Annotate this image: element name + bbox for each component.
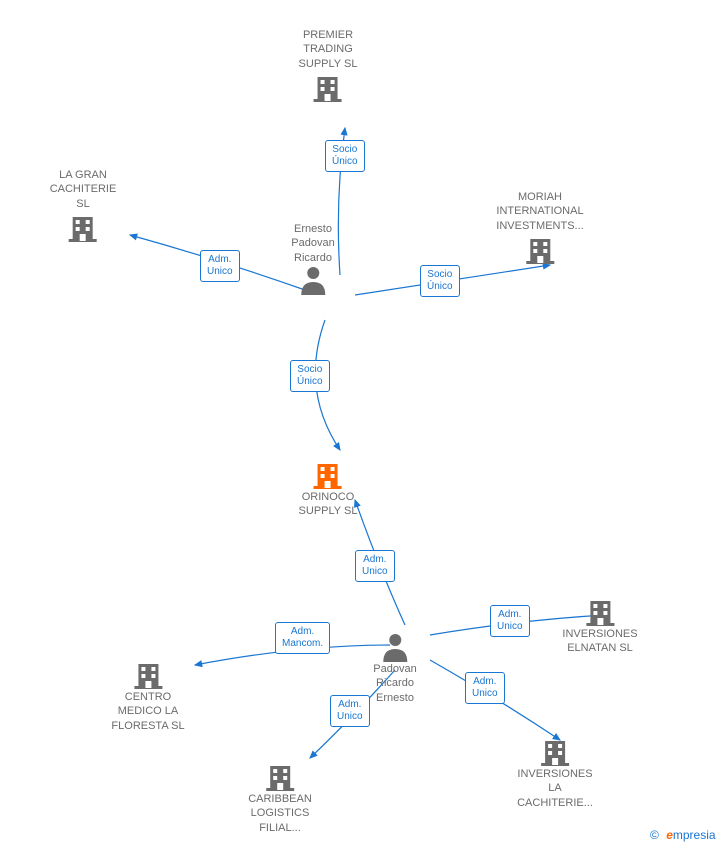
brand-rest: mpresia <box>673 828 716 842</box>
edge-label-padovan-elnatan: Adm.Unico <box>490 605 530 637</box>
node-label-ernesto: ErnestoPadovanRicardo <box>291 222 334 265</box>
node-moriah: MORIAHINTERNATIONALINVESTMENTS... <box>496 190 583 265</box>
node-caribbean: CARIBBEANLOGISTICSFILIAL... <box>248 760 312 835</box>
node-orinoco: ORINOCOSUPPLY SL <box>299 458 358 519</box>
edge-label-ernesto-moriah: SocioÚnico <box>420 265 460 297</box>
node-label-premier: PREMIERTRADINGSUPPLY SL <box>299 28 358 71</box>
edge-label-ernesto-premier: SocioÚnico <box>325 140 365 172</box>
node-padovan: PadovanRicardoErnesto <box>373 632 416 705</box>
node-label-lagran: LA GRANCACHITERIESL <box>50 168 117 211</box>
edge-label-padovan-caribbean: Adm.Unico <box>330 695 370 727</box>
edge-label-ernesto-orinoco: SocioÚnico <box>290 360 330 392</box>
watermark: © empresia <box>650 828 716 842</box>
edge-label-padovan-centro: Adm.Mancom. <box>275 622 330 654</box>
node-label-moriah: MORIAHINTERNATIONALINVESTMENTS... <box>496 190 583 233</box>
edge-label-ernesto-lagran: Adm.Unico <box>200 250 240 282</box>
node-lagran: LA GRANCACHITERIESL <box>50 168 117 243</box>
node-centro: CENTROMEDICO LAFLORESTA SL <box>111 658 184 733</box>
node-label-padovan: PadovanRicardoErnesto <box>373 662 416 705</box>
node-label-caribbean: CARIBBEANLOGISTICSFILIAL... <box>248 792 312 835</box>
edge-label-padovan-lacachiterie: Adm.Unico <box>465 672 505 704</box>
node-lacachiterie: INVERSIONESLACACHITERIE... <box>517 735 593 810</box>
node-label-elnatan: INVERSIONESELNATAN SL <box>562 627 637 656</box>
node-premier: PREMIERTRADINGSUPPLY SL <box>299 28 358 103</box>
copyright-symbol: © <box>650 828 659 842</box>
node-label-orinoco: ORINOCOSUPPLY SL <box>299 490 358 519</box>
edge-label-padovan-orinoco: Adm.Unico <box>355 550 395 582</box>
node-label-centro: CENTROMEDICO LAFLORESTA SL <box>111 690 184 733</box>
node-ernesto: ErnestoPadovanRicardo <box>291 222 334 295</box>
brand-e: e <box>666 828 673 842</box>
node-elnatan: INVERSIONESELNATAN SL <box>562 595 637 656</box>
node-label-lacachiterie: INVERSIONESLACACHITERIE... <box>517 767 593 810</box>
